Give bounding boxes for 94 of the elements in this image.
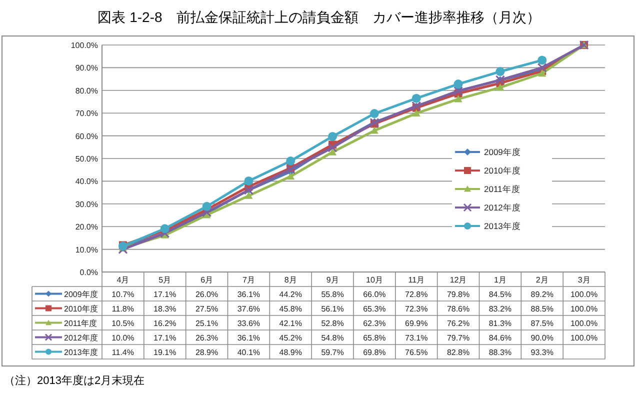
- data-label: 73.1%: [405, 334, 428, 342]
- data-label: 10.5%: [112, 319, 134, 328]
- y-tick-label: 40.0%: [75, 177, 98, 186]
- y-tick-label: 60.0%: [75, 132, 98, 141]
- data-label: 100.0%: [570, 334, 598, 342]
- text: 2010年度: [64, 304, 98, 314]
- data-label: 69.8%: [363, 348, 386, 357]
- data-label: 78.6%: [446, 304, 470, 314]
- text: 2011年度: [64, 319, 98, 328]
- data-label: 100.0%: [570, 319, 598, 328]
- data-label: 93.3%: [530, 348, 554, 357]
- data-label: 11.4%: [112, 348, 134, 357]
- data-label: 54.8%: [321, 334, 344, 342]
- text: 2013年度: [64, 348, 98, 357]
- data-label: 81.3%: [488, 319, 512, 328]
- data-label: 36.1%: [237, 334, 260, 342]
- data-label: 44.2%: [279, 290, 302, 299]
- text: （注）2013年度は2月末現在: [4, 374, 145, 387]
- data-label: 88.3%: [488, 348, 512, 357]
- data-label: 26.0%: [195, 290, 218, 299]
- data-label: 79.7%: [446, 334, 470, 342]
- data-label: 36.1%: [237, 290, 260, 299]
- y-tick-label: 10.0%: [75, 245, 98, 254]
- data-label: 100.0%: [570, 304, 598, 314]
- text: 2012年度: [64, 334, 98, 342]
- data-label: 16.2%: [154, 319, 176, 328]
- y-tick-label: 100.0%: [70, 41, 98, 50]
- x-tick-label: 4月: [116, 276, 130, 284]
- legend-label: 2013年度: [484, 221, 521, 231]
- x-tick-label: 5月: [158, 276, 172, 284]
- data-label: 65.8%: [363, 334, 386, 342]
- data-label: 88.5%: [530, 304, 554, 314]
- data-label: 28.9%: [195, 348, 218, 357]
- y-tick-label: 30.0%: [75, 200, 98, 209]
- y-tick-label: 90.0%: [75, 64, 98, 73]
- data-label: 48.9%: [279, 348, 302, 357]
- data-label: 17.1%: [154, 290, 176, 299]
- data-label: 76.5%: [405, 348, 428, 357]
- data-label: 100.0%: [570, 290, 598, 299]
- data-label: 10.0%: [112, 334, 134, 342]
- chart-title: 図表 1-2-8 前払金保証統計上の請負金額 カバー進捗率推移（月次）: [98, 9, 540, 25]
- data-label: 26.3%: [195, 334, 218, 342]
- data-label: 27.5%: [195, 304, 218, 314]
- y-tick-label: 70.0%: [75, 109, 98, 118]
- data-label: 45.2%: [279, 334, 302, 342]
- legend-label: 2011年度: [484, 184, 520, 194]
- data-label: 72.8%: [405, 290, 428, 299]
- data-label: 84.5%: [488, 290, 512, 299]
- x-tick-label: 9月: [326, 276, 339, 284]
- data-label: 45.8%: [279, 304, 302, 314]
- x-tick-label: 2月: [536, 276, 548, 284]
- x-tick-label: 11月: [408, 276, 425, 284]
- x-tick-label: 1月: [494, 276, 506, 284]
- data-label: 55.8%: [321, 290, 344, 299]
- data-label: 18.3%: [154, 304, 176, 314]
- data-label: 79.8%: [446, 290, 470, 299]
- data-label: 62.3%: [363, 319, 386, 328]
- data-label: 37.6%: [237, 304, 260, 314]
- x-tick-label: 8月: [284, 276, 297, 284]
- data-label: 25.1%: [195, 319, 218, 328]
- x-tick-label: 7月: [242, 276, 255, 284]
- data-label: 10.7%: [112, 290, 134, 299]
- data-label: 42.1%: [279, 319, 302, 328]
- data-label: 66.0%: [363, 290, 386, 299]
- legend-label: 2012年度: [484, 202, 521, 212]
- y-tick-label: 20.0%: [75, 222, 98, 232]
- data-label: 69.9%: [405, 319, 428, 328]
- x-tick-label: 12月: [450, 276, 467, 284]
- data-label: 33.6%: [237, 319, 260, 328]
- data-label: 59.7%: [321, 348, 344, 357]
- data-label: 17.1%: [154, 334, 176, 342]
- data-label: 76.2%: [446, 319, 470, 328]
- legend-label: 2009年度: [484, 147, 521, 157]
- data-label: 11.8%: [112, 304, 134, 314]
- data-label: 40.1%: [237, 348, 260, 357]
- data-label: 82.8%: [446, 348, 470, 357]
- legend-label: 2010年度: [484, 166, 521, 176]
- data-label: 56.1%: [321, 304, 344, 314]
- y-tick-label: 80.0%: [75, 86, 98, 96]
- data-label: 83.2%: [488, 304, 512, 314]
- data-label: 52.8%: [321, 319, 344, 328]
- x-tick-label: 6月: [200, 276, 214, 284]
- x-tick-label: 10月: [366, 276, 383, 284]
- data-label: 87.5%: [530, 319, 554, 328]
- data-label: 19.1%: [154, 348, 176, 357]
- data-label: 84.6%: [488, 334, 512, 342]
- x-tick-label: 3月: [578, 276, 590, 284]
- data-label: 72.3%: [405, 304, 428, 314]
- data-label: 90.0%: [530, 334, 554, 342]
- data-label: 89.2%: [530, 290, 554, 299]
- y-tick-label: 0.0%: [80, 268, 98, 277]
- y-tick-label: 50.0%: [75, 154, 98, 164]
- data-label: 65.3%: [363, 304, 386, 314]
- text: 2009年度: [64, 290, 98, 299]
